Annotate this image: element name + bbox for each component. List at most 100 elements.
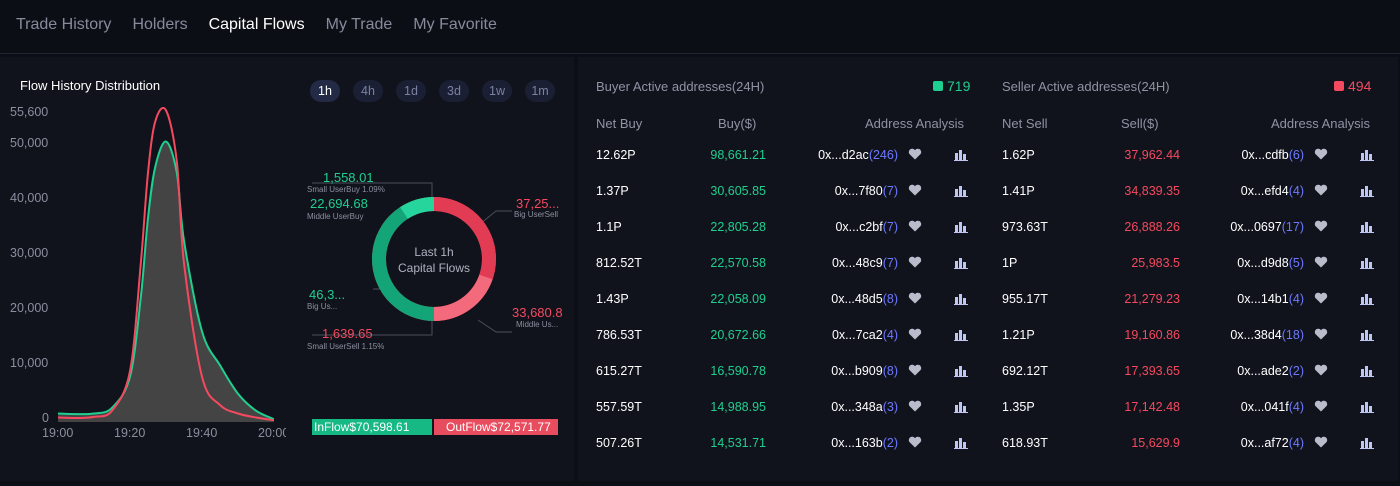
table-row[interactable]: 1.62P 37,962.44 0x...cdfb(6) [1002,137,1382,173]
tab-holders[interactable]: Holders [132,16,188,33]
col-address-analysis: Address Analysis [865,116,964,131]
heart-icon[interactable] [1314,256,1328,268]
table-row[interactable]: 955.17T 21,279.23 0x...14b1(4) [1002,281,1382,317]
table-row[interactable]: 786.53T 20,672.66 0x...7ca2(4) [596,317,976,353]
address-link[interactable]: 0x...14b1(4) [1237,292,1304,306]
bar-chart-icon[interactable] [954,256,968,269]
table-row[interactable]: 1.35P 17,142.48 0x...041f(4) [1002,389,1382,425]
bar-chart-icon[interactable] [1360,256,1374,269]
address-link[interactable]: 0x...348a(3) [831,400,898,414]
period-3d[interactable]: 3d [439,80,469,102]
period-1w[interactable]: 1w [482,80,512,102]
table-row[interactable]: 812.52T 22,570.58 0x...48c9(7) [596,245,976,281]
heart-icon[interactable] [908,220,922,232]
heart-icon[interactable] [908,292,922,304]
table-row[interactable]: 1.37P 30,605.85 0x...7f80(7) [596,173,976,209]
seller-amount: 19,160.86 [1124,328,1180,342]
heart-icon[interactable] [908,436,922,448]
address-link[interactable]: 0x...38d4(18) [1230,328,1304,342]
address-link[interactable]: 0x...cdfb(6) [1241,148,1304,162]
address-link[interactable]: 0x...ade2(2) [1237,364,1304,378]
table-row[interactable]: 12.62P 98,661.21 0x...d2ac(246) [596,137,976,173]
buyer-count: 719 [947,78,971,94]
address-text: 0x...cdfb [1241,148,1289,162]
flow-area [58,141,274,422]
address-link[interactable]: 0x...7f80(7) [835,184,898,198]
y-tick: 20,000 [10,301,49,315]
bar-chart-icon[interactable] [954,328,968,341]
address-link[interactable]: 0x...0697(17) [1230,220,1304,234]
table-row[interactable]: 507.26T 14,531.71 0x...163b(2) [596,425,976,461]
table-row[interactable]: 692.12T 17,393.65 0x...ade2(2) [1002,353,1382,389]
heart-icon[interactable] [908,364,922,376]
table-row[interactable]: 1.43P 22,058.09 0x...48d5(8) [596,281,976,317]
address-link[interactable]: 0x...b909(8) [831,364,898,378]
bar-chart-icon[interactable] [1360,220,1374,233]
period-1d[interactable]: 1d [396,80,426,102]
bar-chart-icon[interactable] [1360,364,1374,377]
bar-chart-icon[interactable] [954,400,968,413]
bar-chart-icon[interactable] [954,148,968,161]
period-4h[interactable]: 4h [353,80,383,102]
bar-chart-icon[interactable] [954,436,968,449]
bar-chart-icon[interactable] [954,220,968,233]
heart-icon[interactable] [908,400,922,412]
bar-chart-icon[interactable] [954,292,968,305]
heart-icon[interactable] [1314,436,1328,448]
period-1h[interactable]: 1h [310,80,340,102]
address-link[interactable]: 0x...af72(4) [1241,436,1304,450]
address-link[interactable]: 0x...041f(4) [1241,400,1304,414]
heart-icon[interactable] [1314,220,1328,232]
address-link[interactable]: 0x...7ca2(4) [832,328,898,342]
bar-chart-icon[interactable] [1360,328,1374,341]
table-row[interactable]: 557.59T 14,988.95 0x...348a(3) [596,389,976,425]
address-link[interactable]: 0x...48d5(8) [831,292,898,306]
table-row[interactable]: 1.41P 34,839.35 0x...efd4(4) [1002,173,1382,209]
seller-net-value: 1.62P [1002,148,1035,162]
bar-chart-icon[interactable] [1360,148,1374,161]
tab-capital-flows[interactable]: Capital Flows [208,16,305,33]
y-tick: 50,000 [10,136,49,150]
address-count: (4) [1288,292,1304,306]
heart-icon[interactable] [1314,364,1328,376]
bar-chart-icon[interactable] [954,364,968,377]
address-link[interactable]: 0x...d9d8(5) [1237,256,1304,270]
heart-icon[interactable] [1314,328,1328,340]
active-addresses-panel: Buyer Active addresses(24H) 719 Seller A… [578,57,1398,481]
address-link[interactable]: 0x...efd4(4) [1241,184,1304,198]
heart-icon[interactable] [1314,148,1328,160]
table-row[interactable]: 618.93T 15,629.9 0x...af72(4) [1002,425,1382,461]
heart-icon[interactable] [908,256,922,268]
address-link[interactable]: 0x...c2bf(7) [835,220,898,234]
table-row[interactable]: 973.63T 26,888.26 0x...0697(17) [1002,209,1382,245]
tab-my-favorite[interactable]: My Favorite [413,16,497,33]
bar-chart-icon[interactable] [1360,400,1374,413]
heart-icon[interactable] [908,328,922,340]
y-tick: 0 [42,411,49,425]
heart-icon[interactable] [1314,184,1328,196]
bar-chart-icon[interactable] [1360,184,1374,197]
heart-icon[interactable] [908,148,922,160]
address-link[interactable]: 0x...d2ac(246) [818,148,898,162]
tab-my-trade[interactable]: My Trade [325,16,393,33]
address-link[interactable]: 0x...163b(2) [831,436,898,450]
table-row[interactable]: 615.27T 16,590.78 0x...b909(8) [596,353,976,389]
address-link[interactable]: 0x...48c9(7) [832,256,898,270]
seller-amount: 25,983.5 [1131,256,1180,270]
buyer-net-value: 615.27T [596,364,642,378]
heart-icon[interactable] [1314,400,1328,412]
bar-chart-icon[interactable] [1360,436,1374,449]
table-row[interactable]: 1.1P 22,805.28 0x...c2bf(7) [596,209,976,245]
tab-trade-history[interactable]: Trade History [16,16,112,33]
heart-icon[interactable] [1314,292,1328,304]
bar-chart-icon[interactable] [954,184,968,197]
address-text: 0x...041f [1240,400,1289,414]
buyer-amount: 14,531.71 [710,436,766,450]
table-row[interactable]: 1.21P 19,160.86 0x...38d4(18) [1002,317,1382,353]
bar-chart-icon[interactable] [1360,292,1374,305]
address-count: (3) [882,400,898,414]
table-row[interactable]: 1P 25,983.5 0x...d9d8(5) [1002,245,1382,281]
period-1m[interactable]: 1m [525,80,555,102]
buyer-net-value: 1.37P [596,184,629,198]
heart-icon[interactable] [908,184,922,196]
